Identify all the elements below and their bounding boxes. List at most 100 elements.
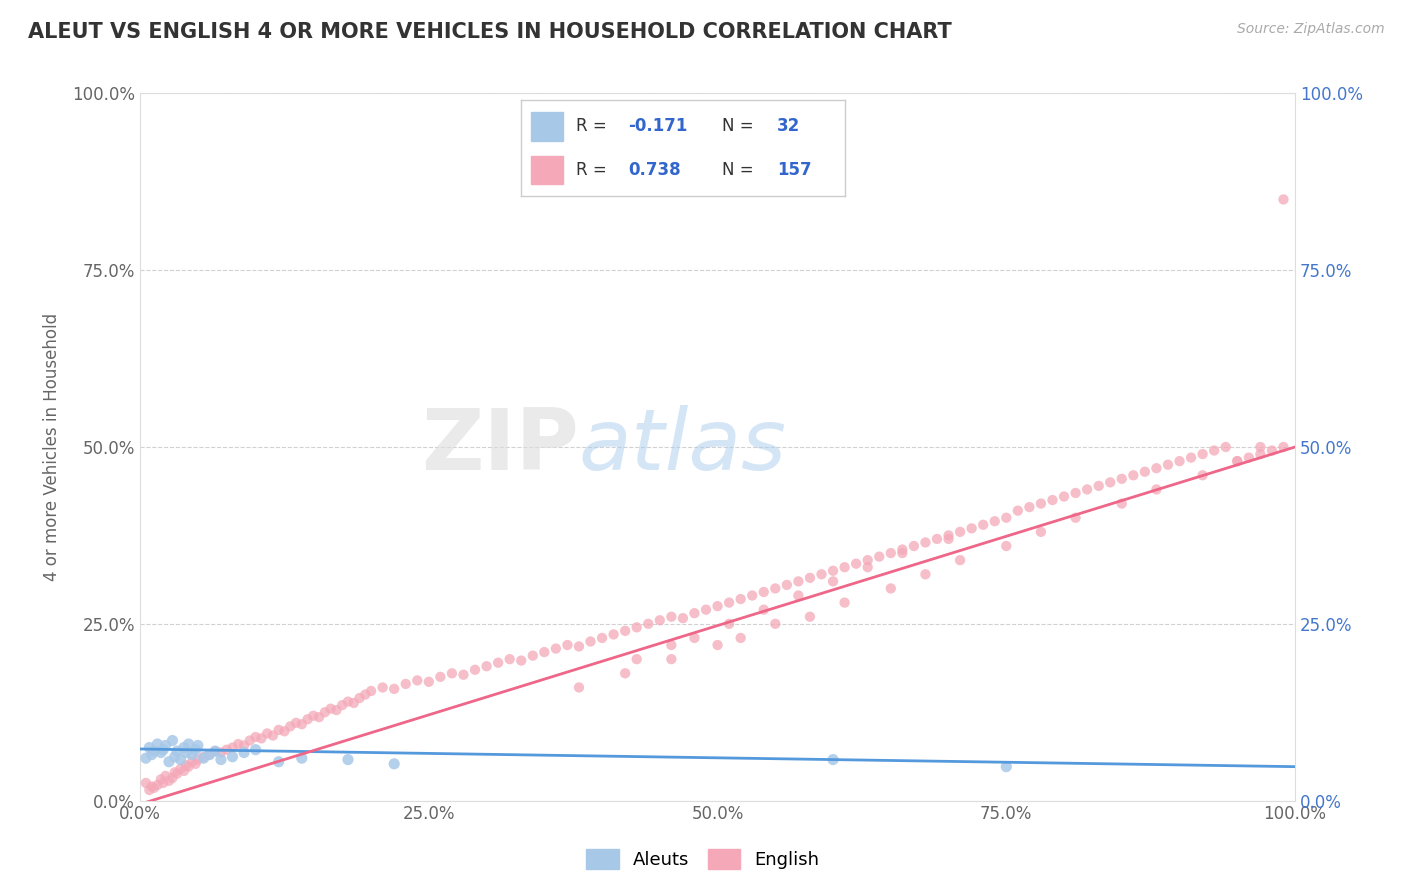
Point — [166, 744, 188, 758]
Point — [174, 746, 197, 760]
Point — [146, 778, 169, 792]
Point — [1018, 500, 1040, 515]
Point — [169, 762, 191, 776]
Point — [319, 701, 342, 715]
Point — [177, 737, 200, 751]
Point — [142, 744, 165, 758]
Point — [157, 755, 180, 769]
Point — [1191, 447, 1213, 461]
Point — [354, 688, 377, 702]
Point — [239, 733, 262, 747]
Point — [226, 737, 249, 751]
Point — [763, 616, 786, 631]
Point — [810, 567, 832, 582]
Point — [291, 751, 314, 765]
Point — [763, 582, 786, 596]
Point — [209, 746, 232, 760]
Point — [544, 641, 567, 656]
Point — [787, 574, 810, 589]
Point — [579, 634, 602, 648]
Point — [163, 749, 186, 764]
Point — [1029, 524, 1052, 539]
Point — [360, 684, 382, 698]
Point — [245, 742, 267, 756]
Point — [1007, 503, 1029, 517]
Point — [146, 737, 169, 751]
Text: atlas: atlas — [579, 406, 787, 489]
Point — [440, 666, 463, 681]
Point — [983, 514, 1005, 528]
Point — [1087, 479, 1109, 493]
Point — [177, 759, 200, 773]
Point — [995, 510, 1018, 524]
Point — [152, 742, 174, 756]
Point — [152, 776, 174, 790]
Point — [614, 624, 637, 638]
Point — [193, 751, 215, 765]
Point — [1111, 497, 1133, 511]
Point — [297, 712, 319, 726]
Point — [141, 780, 163, 794]
Point — [637, 616, 659, 631]
Point — [1076, 483, 1098, 497]
Point — [486, 656, 509, 670]
Text: Source: ZipAtlas.com: Source: ZipAtlas.com — [1237, 22, 1385, 37]
Point — [1029, 497, 1052, 511]
Point — [336, 753, 359, 767]
Point — [695, 602, 717, 616]
Point — [166, 766, 188, 780]
Point — [209, 753, 232, 767]
Point — [683, 606, 706, 620]
Point — [856, 553, 879, 567]
Point — [821, 574, 844, 589]
Point — [1133, 465, 1156, 479]
Point — [395, 677, 418, 691]
Point — [706, 638, 728, 652]
Text: ALEUT VS ENGLISH 4 OR MORE VEHICLES IN HOUSEHOLD CORRELATION CHART: ALEUT VS ENGLISH 4 OR MORE VEHICLES IN H… — [28, 22, 952, 42]
Point — [591, 631, 613, 645]
Point — [683, 631, 706, 645]
Point — [925, 532, 948, 546]
Point — [187, 739, 209, 753]
Point — [1168, 454, 1191, 468]
Point — [626, 620, 648, 634]
Point — [343, 696, 366, 710]
Point — [752, 585, 775, 599]
Point — [157, 773, 180, 788]
Point — [308, 710, 330, 724]
Point — [1064, 510, 1087, 524]
Point — [204, 744, 226, 758]
Point — [1249, 440, 1271, 454]
Point — [557, 638, 579, 652]
Point — [174, 758, 197, 772]
Point — [371, 681, 394, 695]
Point — [173, 740, 195, 755]
Point — [626, 652, 648, 666]
Point — [198, 747, 221, 762]
Point — [568, 681, 591, 695]
Point — [135, 776, 157, 790]
Point — [821, 753, 844, 767]
Point — [659, 638, 682, 652]
Point — [602, 627, 624, 641]
Point — [1122, 468, 1144, 483]
Point — [149, 746, 172, 760]
Point — [903, 539, 925, 553]
Point — [1204, 443, 1226, 458]
Point — [267, 723, 290, 737]
Point — [406, 673, 429, 688]
Point — [938, 528, 960, 542]
Point — [1272, 193, 1295, 207]
Point — [972, 517, 994, 532]
Point — [250, 731, 273, 746]
Point — [149, 772, 172, 787]
Point — [856, 560, 879, 574]
Point — [880, 546, 903, 560]
Point — [162, 733, 184, 747]
Point — [291, 717, 314, 731]
Point — [138, 740, 160, 755]
Point — [302, 708, 325, 723]
Point — [382, 756, 405, 771]
Point — [184, 756, 207, 771]
Point — [741, 589, 763, 603]
